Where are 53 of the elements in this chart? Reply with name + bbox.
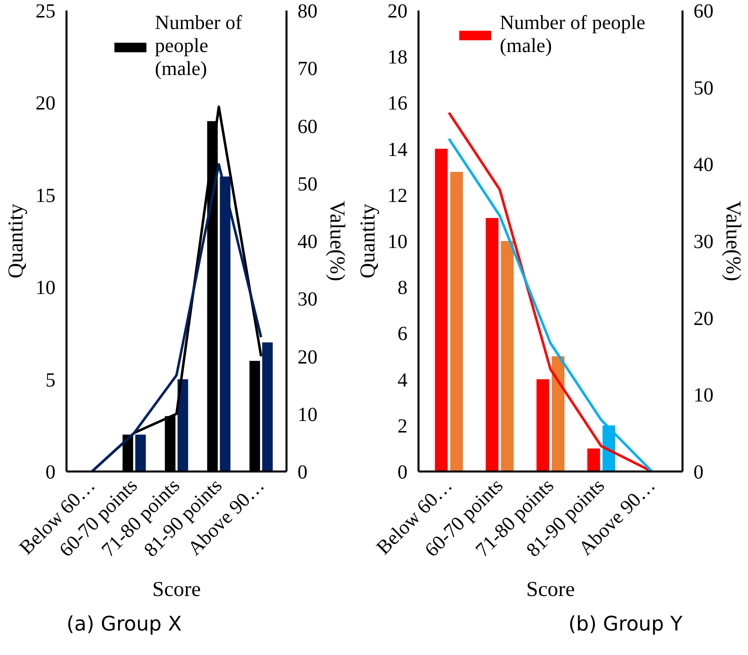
x-axis-title: Score — [526, 577, 575, 602]
bar — [435, 148, 448, 472]
y-tick-label: 8 — [398, 277, 408, 300]
y-tick-label: 20 — [388, 0, 408, 22]
y-tick-label: 0 — [46, 462, 56, 484]
y2-tick-label: 10 — [298, 404, 318, 426]
y2-tick-label: 20 — [298, 346, 318, 368]
y2-axis-title: Value(%) — [326, 200, 350, 282]
y-tick-label: 5 — [46, 369, 56, 392]
y-axis-title: Quantity — [4, 203, 28, 278]
y2-tick-label: 70 — [298, 58, 318, 80]
y2-tick-label: 20 — [694, 308, 714, 330]
bar — [450, 172, 463, 472]
y2-tick-label: 30 — [298, 288, 318, 311]
y-tick-label: 16 — [388, 92, 408, 115]
y2-tick-label: 60 — [694, 0, 714, 22]
legend-label: Number of people (male) — [500, 12, 646, 58]
y2-axis-title: Value(%) — [722, 200, 746, 282]
y2-tick-label: 40 — [298, 231, 318, 253]
y-tick-label: 10 — [36, 277, 56, 300]
bar — [262, 342, 273, 472]
text: (b) Group Y — [568, 612, 684, 636]
line-series — [90, 163, 262, 472]
y-tick-label: 2 — [398, 415, 408, 438]
y-tick-label: 6 — [398, 323, 408, 346]
x-axis-title: Score — [152, 577, 201, 602]
y2-tick-label: 50 — [298, 173, 318, 196]
bar — [587, 448, 600, 472]
y-tick-label: 10 — [388, 231, 408, 253]
bar — [552, 356, 564, 472]
y-tick-label: 4 — [398, 369, 408, 392]
bar — [536, 379, 550, 472]
y2-tick-label: 30 — [694, 231, 714, 253]
y-axis-title: Quantity — [356, 203, 380, 278]
y2-tick-label: 50 — [694, 77, 714, 100]
bar — [486, 218, 498, 472]
bar — [501, 241, 514, 472]
y2-tick-label: 0 — [694, 462, 704, 484]
y2-tick-label: 40 — [694, 154, 714, 176]
y2-tick-label: 80 — [298, 0, 318, 22]
y-tick-label: 14 — [388, 138, 408, 161]
y-tick-label: 20 — [36, 92, 56, 115]
y-tick-label: 25 — [36, 0, 56, 22]
y-tick-label: 18 — [388, 46, 408, 69]
y-tick-label: 0 — [398, 462, 408, 484]
y2-tick-label: 60 — [298, 116, 318, 138]
text: (a) Group X — [66, 612, 182, 636]
y-tick-label: 12 — [388, 184, 408, 207]
y2-tick-label: 10 — [694, 384, 714, 407]
legend-label: Number of people (male) — [154, 12, 242, 81]
y2-tick-label: 0 — [298, 462, 308, 484]
bar — [178, 379, 188, 472]
y-tick-label: 15 — [36, 184, 56, 207]
